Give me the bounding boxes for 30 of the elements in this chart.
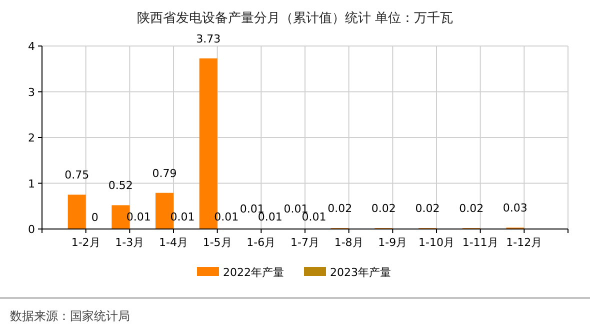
data-label: 3.73 — [196, 32, 221, 46]
y-tick-label: 3 — [28, 86, 35, 99]
data-label: 0.52 — [108, 179, 133, 192]
y-tick-label: 1 — [28, 177, 35, 190]
legend-label: 2022年产量 — [223, 266, 284, 279]
data-label: 0.02 — [328, 202, 352, 216]
x-tick-label: 1-3月 — [115, 236, 144, 249]
chart-title: 陕西省发电设备产量分月（累计值）统计 单位：万千瓦 — [136, 11, 454, 26]
data-label: 0.03 — [502, 202, 528, 215]
x-tick-label: 1-12月 — [506, 236, 542, 249]
x-tick-label: 1-8月 — [334, 236, 364, 249]
x-tick-label: 1-9月 — [378, 236, 408, 249]
x-tick-label: 1-11月 — [462, 236, 498, 249]
data-label: 0.02 — [459, 202, 484, 216]
x-tick-label: 1-7月 — [290, 236, 320, 249]
data-label: 0.02 — [371, 202, 396, 216]
data-label: 0 — [91, 211, 98, 224]
y-tick-label: 4 — [28, 40, 35, 53]
x-tick-label: 1-2月 — [71, 236, 100, 249]
x-tick-label: 1-6月 — [246, 236, 276, 249]
x-tick-label: 1-10月 — [418, 236, 454, 249]
legend-label: 2023年产量 — [330, 266, 391, 279]
data-label: 0.02 — [415, 202, 440, 216]
y-tick-label: 2 — [28, 132, 35, 144]
x-tick-label: 1-4月 — [159, 236, 188, 249]
source-note: 数据来源：国家统计局 — [10, 309, 130, 323]
x-tick-label: 1-5月 — [202, 236, 232, 249]
y-tick-label: 0 — [28, 223, 35, 236]
data-label: 0.75 — [64, 168, 90, 182]
data-label: 0.79 — [152, 166, 177, 180]
